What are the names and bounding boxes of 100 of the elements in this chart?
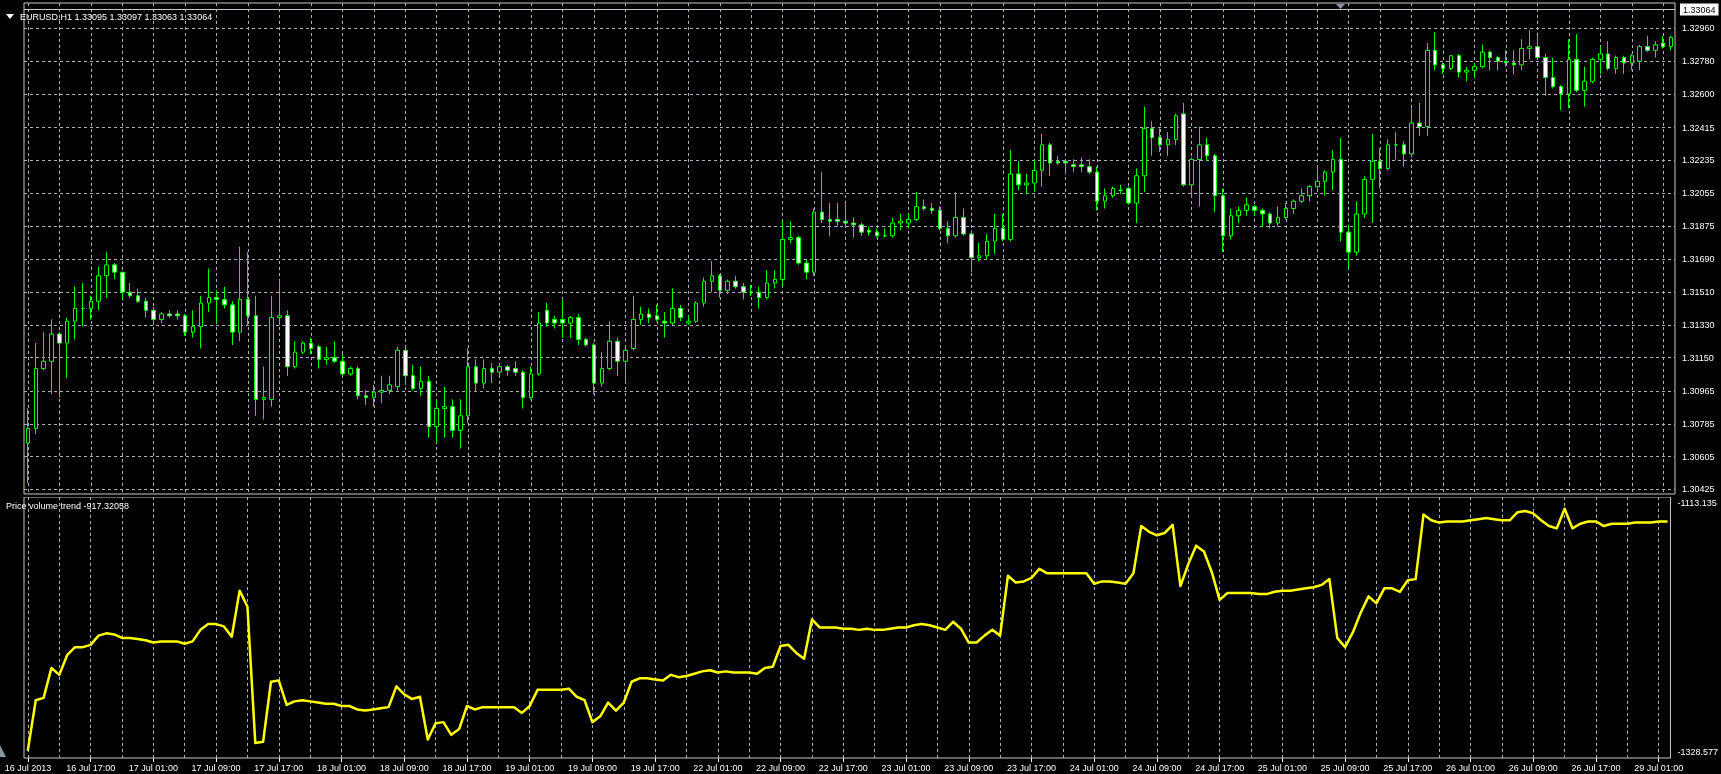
candlestick xyxy=(348,366,353,377)
candlestick xyxy=(1331,149,1335,191)
candlestick xyxy=(1527,29,1532,60)
candlestick xyxy=(112,262,117,280)
candlestick xyxy=(1126,186,1131,206)
candlestick xyxy=(702,277,706,308)
y-tick-label: 1.32600 xyxy=(1682,88,1715,99)
candlestick xyxy=(1016,160,1021,191)
candlestick xyxy=(309,337,313,355)
candlestick xyxy=(631,295,636,351)
candlestick xyxy=(238,246,242,342)
candlestick xyxy=(600,351,604,388)
candlestick xyxy=(1425,42,1430,137)
candlestick xyxy=(1606,40,1610,71)
ref-line-label: 1.33064 xyxy=(1683,4,1716,15)
candlestick xyxy=(277,278,282,326)
x-tick-label: 17 Jul 01:00 xyxy=(128,762,178,773)
x-tick-label: 25 Jul 01:00 xyxy=(1257,762,1307,773)
candlestick xyxy=(214,289,219,324)
candlestick xyxy=(81,282,85,328)
candlestick xyxy=(662,311,667,339)
candlestick xyxy=(387,375,392,395)
y-tick-label: 1.32055 xyxy=(1682,188,1715,199)
text: EURUSD,H1 1.33095 1.33097 1.33063 1.33064 xyxy=(20,11,213,22)
candlestick xyxy=(1181,102,1186,188)
candlestick xyxy=(647,308,651,324)
candlestick xyxy=(773,269,777,290)
candlestick xyxy=(167,309,172,319)
candlestick xyxy=(89,295,93,320)
candlestick xyxy=(812,207,816,277)
candlestick xyxy=(1472,62,1477,79)
candlestick xyxy=(332,340,337,364)
candlestick xyxy=(1464,66,1469,82)
candlestick xyxy=(843,202,848,228)
candlestick xyxy=(1574,33,1579,93)
candlestick xyxy=(1213,153,1217,213)
x-tick-label: 26 Jul 17:00 xyxy=(1571,762,1621,773)
candlestick xyxy=(1291,198,1296,215)
y-tick-label: 1.31510 xyxy=(1682,287,1715,298)
candlestick xyxy=(49,318,54,395)
candlestick xyxy=(835,202,840,228)
candlestick xyxy=(1071,158,1076,173)
y-tick-label: 1.31875 xyxy=(1682,220,1715,231)
candlestick xyxy=(529,366,533,400)
candlestick xyxy=(57,331,62,399)
candlestick xyxy=(733,275,738,290)
candlestick xyxy=(1433,31,1437,71)
candlestick xyxy=(73,286,77,340)
x-tick-label: 16 Jul 17:00 xyxy=(66,762,116,773)
candlestick xyxy=(1268,211,1272,229)
candlestick xyxy=(1488,49,1492,71)
candlestick xyxy=(65,317,69,379)
candlestick xyxy=(890,217,895,239)
candlestick xyxy=(560,298,565,339)
candlestick xyxy=(1111,186,1115,199)
candlestick xyxy=(1370,133,1375,224)
candlestick xyxy=(875,228,879,239)
x-tick-label: 24 Jul 09:00 xyxy=(1132,762,1182,773)
candlestick xyxy=(1653,40,1658,59)
candlestick xyxy=(1189,157,1194,199)
candlestick xyxy=(584,337,588,348)
candlestick xyxy=(34,342,38,435)
candlestick xyxy=(482,358,486,390)
candlestick xyxy=(670,288,675,326)
x-tick-label: 19 Jul 09:00 xyxy=(567,762,617,773)
candlestick xyxy=(686,315,691,326)
candlestick xyxy=(867,226,871,237)
candlestick xyxy=(741,282,746,300)
candlestick xyxy=(993,213,997,255)
candlestick xyxy=(1166,131,1170,157)
candlestick xyxy=(1048,142,1052,177)
candlestick xyxy=(977,242,981,262)
x-tick-label: 19 Jul 01:00 xyxy=(505,762,555,773)
candlestick xyxy=(1402,140,1406,168)
candlestick xyxy=(1158,127,1162,153)
candlestick xyxy=(1543,53,1548,97)
candlestick xyxy=(1236,206,1241,224)
candlestick xyxy=(301,340,305,355)
y-tick-label: 1.31330 xyxy=(1682,319,1715,330)
candlestick xyxy=(1150,120,1154,157)
candlestick xyxy=(1645,35,1650,53)
candlestick xyxy=(1040,133,1044,188)
candlestick xyxy=(1449,55,1453,71)
candlestick xyxy=(615,337,620,377)
chart-title: Price volume trend -917.32058 xyxy=(6,500,130,511)
candlestick xyxy=(1032,158,1037,193)
candlestick xyxy=(1457,53,1461,79)
y-tick-label: 1.32780 xyxy=(1682,56,1715,67)
candlestick xyxy=(1590,57,1595,84)
candlestick xyxy=(678,304,683,322)
candlestick xyxy=(969,229,974,273)
y-tick-label: -1113.135 xyxy=(1677,498,1717,509)
y-tick-label: 1.30965 xyxy=(1682,386,1715,397)
candlestick xyxy=(254,295,258,417)
candlestick xyxy=(1299,187,1304,204)
candlestick xyxy=(1252,204,1257,217)
candlestick xyxy=(513,360,518,377)
candlestick xyxy=(1056,155,1060,166)
candlestick xyxy=(317,344,321,370)
candlestick xyxy=(938,206,942,231)
